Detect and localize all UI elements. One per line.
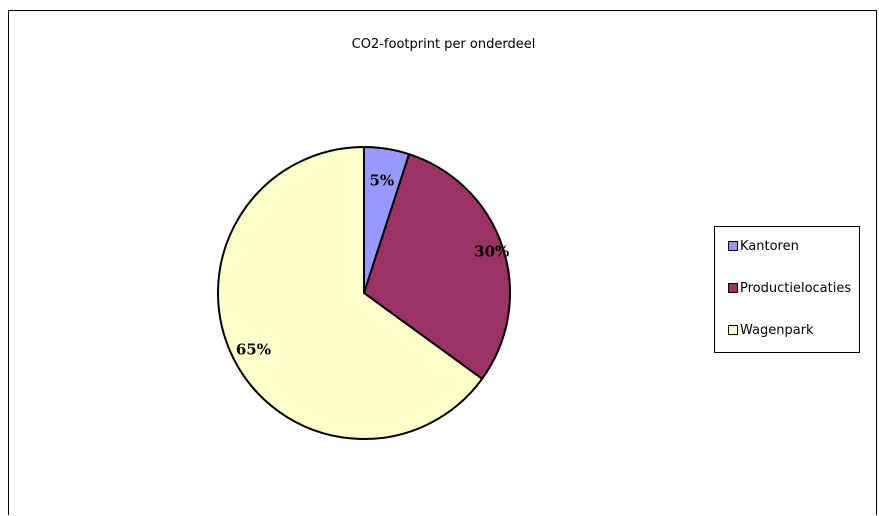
pie-slice-productielocaties	[362, 152, 511, 381]
legend-swatch	[728, 325, 738, 335]
pie-chart: 5% 30% 65%	[217, 145, 511, 440]
chart-area: CO2-footprint per onderdeel 5% 30% 65% Kan…	[8, 10, 877, 515]
data-label-wagenpark: 65%	[236, 340, 271, 358]
legend-label: Productielocaties	[740, 280, 852, 296]
legend-item-kantoren: Kantoren	[728, 237, 799, 255]
legend-label: Wagenpark	[740, 322, 814, 338]
legend-item-productielocaties: Productielocaties	[728, 279, 851, 297]
legend-label: Kantoren	[740, 238, 799, 254]
legend: Kantoren Productielocaties Wagenpark	[714, 226, 860, 353]
legend-item-wagenpark: Wagenpark	[728, 321, 814, 339]
data-label-productielocaties: 30%	[474, 242, 509, 260]
legend-swatch	[728, 283, 738, 293]
pie-slice-wagenpark	[217, 145, 484, 440]
data-label-kantoren: 5%	[369, 172, 394, 190]
chart-title: CO2-footprint per onderdeel	[351, 37, 536, 52]
legend-swatch	[728, 241, 738, 251]
